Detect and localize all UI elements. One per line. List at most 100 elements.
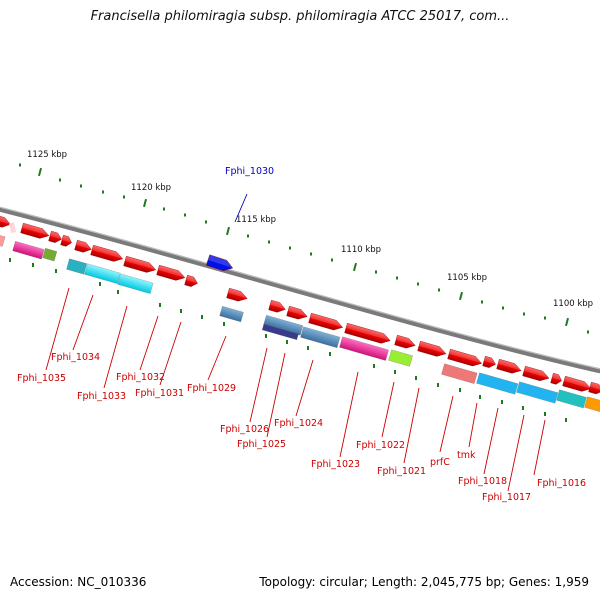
gene-label[interactable]: Fphi_1033 xyxy=(77,391,126,402)
gene-label[interactable]: Fphi_1031 xyxy=(135,388,184,399)
gene-label[interactable]: Fphi_1024 xyxy=(274,418,323,429)
category-bar xyxy=(12,241,45,260)
gene-arrow[interactable] xyxy=(90,244,125,263)
ruler-major-tick xyxy=(458,291,464,301)
inner-tick xyxy=(565,418,567,422)
gene-arrow[interactable] xyxy=(123,255,158,274)
ruler-major-tick xyxy=(225,226,231,236)
ruler-minor-tick xyxy=(184,213,186,217)
ruler-minor-tick xyxy=(289,246,291,250)
ruler-minor-tick xyxy=(417,282,419,286)
inner-tick xyxy=(99,282,101,286)
ruler-minor-tick xyxy=(396,276,398,280)
ruler-minor-tick xyxy=(523,312,525,316)
gene-label[interactable]: Fphi_1029 xyxy=(187,383,236,394)
gene-arrow[interactable] xyxy=(74,239,93,254)
ruler-minor-tick xyxy=(310,252,312,256)
gene-label[interactable]: Fphi_1032 xyxy=(116,372,165,383)
category-bar xyxy=(219,306,244,322)
inner-tick xyxy=(201,315,203,319)
gene-arrow-blue[interactable] xyxy=(206,254,234,273)
ruler-minor-tick xyxy=(268,240,270,244)
category-bar xyxy=(42,248,58,262)
gene-label[interactable]: Fphi_1034 xyxy=(51,352,100,363)
gene-arrow[interactable] xyxy=(394,334,417,350)
category-bar xyxy=(300,326,341,348)
category-bar xyxy=(66,258,87,275)
inner-tick xyxy=(501,400,503,404)
gene-arrow[interactable] xyxy=(60,234,73,247)
gene-arrow[interactable] xyxy=(447,348,483,368)
category-bar xyxy=(441,363,478,384)
gene-label[interactable]: Fphi_1021 xyxy=(377,466,426,477)
gene-arrow[interactable] xyxy=(226,287,249,303)
ruler-minor-tick xyxy=(502,306,504,310)
ruler-minor-tick xyxy=(59,178,61,182)
gene-label[interactable]: Fphi_1025 xyxy=(237,439,286,450)
gene-label-leader xyxy=(468,402,478,448)
gene-label-leader xyxy=(103,305,128,389)
ruler-minor-tick xyxy=(102,190,104,194)
ruler-minor-tick xyxy=(205,220,207,224)
gene-arrow[interactable] xyxy=(496,358,523,375)
gene-label[interactable]: Fphi_1026 xyxy=(220,424,269,435)
gene-arrow[interactable] xyxy=(156,264,187,282)
gene-label-leader xyxy=(339,371,359,458)
inner-tick xyxy=(286,340,288,344)
gene-label[interactable]: prfC xyxy=(430,457,450,468)
feature-layer xyxy=(0,214,600,413)
gene-label-leader xyxy=(507,414,525,492)
ruler-minor-tick xyxy=(19,163,21,167)
ruler-major-tick xyxy=(142,198,148,208)
ruler-minor-tick xyxy=(331,258,333,262)
ruler-minor-tick xyxy=(438,288,440,292)
gene-label[interactable]: Fphi_1016 xyxy=(537,478,586,489)
gene-arrow[interactable] xyxy=(48,230,63,244)
topology-text: Topology: circular; Length: 2,045,775 bp… xyxy=(259,575,589,589)
category-bar xyxy=(84,263,121,284)
gene-arrow[interactable] xyxy=(0,214,12,229)
ruler-minor-tick xyxy=(123,195,125,199)
gene-arrow[interactable] xyxy=(522,365,551,383)
gene-label-leader xyxy=(533,419,546,476)
inner-tick xyxy=(55,269,57,273)
ruler-label: 1110 kbp xyxy=(341,245,381,255)
gene-label[interactable]: Fphi_1018 xyxy=(458,476,507,487)
gene-label[interactable]: Fphi_1017 xyxy=(482,492,531,503)
inner-tick xyxy=(329,352,331,356)
ruler-label: 1105 kbp xyxy=(447,273,487,283)
gene-arrow[interactable] xyxy=(562,375,593,393)
inner-tick xyxy=(223,322,225,326)
inner-tick xyxy=(479,395,481,399)
inner-tick xyxy=(32,263,34,267)
gene-label[interactable]: Fphi_1030 xyxy=(225,166,274,177)
gene-arrow[interactable] xyxy=(550,372,563,385)
gene-arrow[interactable] xyxy=(482,355,497,369)
gene-arrow[interactable] xyxy=(268,299,287,314)
gene-label-leader xyxy=(403,387,420,464)
ruler-minor-tick xyxy=(481,300,483,304)
gene-arrow[interactable] xyxy=(184,274,199,288)
gene-label[interactable]: Fphi_1022 xyxy=(356,440,405,451)
category-bar xyxy=(0,235,6,247)
inner-tick xyxy=(459,388,461,392)
gene-arrow[interactable] xyxy=(588,381,600,395)
ruler-major-tick xyxy=(564,317,570,327)
gene-arrow[interactable] xyxy=(308,312,344,332)
genome-backbone xyxy=(0,206,600,374)
gene-label[interactable]: tmk xyxy=(457,450,476,461)
inner-tick xyxy=(117,290,119,294)
category-bar xyxy=(476,372,519,395)
ruler-minor-tick xyxy=(163,207,165,211)
ruler-label: 1120 kbp xyxy=(131,183,171,193)
gene-arrow[interactable] xyxy=(20,222,51,240)
ruler-label: 1115 kbp xyxy=(236,215,276,225)
category-bar xyxy=(584,396,600,413)
gene-arrow[interactable] xyxy=(417,340,448,358)
inner-tick xyxy=(180,309,182,313)
gene-arrow[interactable] xyxy=(286,305,309,321)
gene-label[interactable]: Fphi_1035 xyxy=(17,373,66,384)
gene-arrow[interactable] xyxy=(344,322,392,345)
gene-label[interactable]: Fphi_1023 xyxy=(311,459,360,470)
map-title: Francisella philomiragia subsp. philomir… xyxy=(90,9,510,24)
